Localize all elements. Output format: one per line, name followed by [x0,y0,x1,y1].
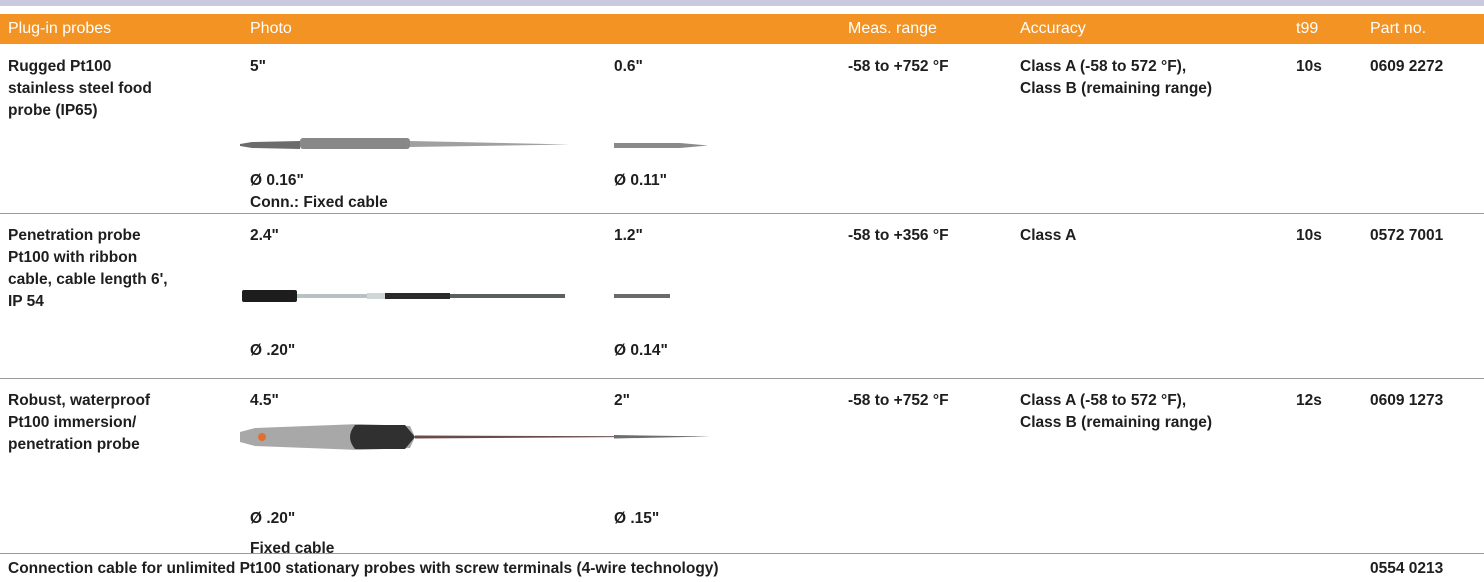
decor [0,0,1484,582]
accuracy: Class B (remaining range) [1020,412,1212,434]
meas-range: -58 to +752 °F [848,390,949,412]
footer-text: Connection cable for unlimited Pt100 sta… [8,558,719,580]
length: 2.4" [250,225,279,247]
header-cell: Plug-in probes [8,18,111,40]
header-cell: Photo [250,18,292,40]
header-cell: t99 [1296,18,1318,40]
probe-name: stainless steel food [8,78,152,100]
accuracy: Class A (-58 to 572 °F), [1020,56,1186,78]
probe-name: penetration probe [8,434,140,456]
length: 1.2" [614,225,643,247]
header-cell: Meas. range [848,18,937,40]
connection-note: Conn.: Fixed cable [250,192,388,214]
length: 5" [250,56,266,78]
header-cell: Part no. [1370,18,1426,40]
diameter: Ø .15" [614,508,659,530]
probe-name: Pt100 immersion/ [8,412,136,434]
page: Plug-in probes Photo Meas. range Accurac… [0,0,1484,582]
meas-range: -58 to +752 °F [848,56,949,78]
t99: 10s [1296,56,1322,78]
diameter: Ø 0.16" [250,170,304,192]
part-no: 0572 7001 [1370,225,1443,247]
diameter: Ø .20" [250,340,295,362]
probe-name: cable, cable length 6', [8,269,168,291]
diameter: Ø .20" [250,508,295,530]
length: 2" [614,390,630,412]
part-no: 0554 0213 [1370,558,1443,580]
probe-name: Pt100 with ribbon [8,247,137,269]
diameter: Ø 0.11" [614,170,667,192]
probe-name: probe (IP65) [8,100,98,122]
probe-name: IP 54 [8,291,44,313]
part-no: 0609 1273 [1370,390,1443,412]
accuracy: Class A (-58 to 572 °F), [1020,390,1186,412]
probe-name: Robust, waterproof [8,390,150,412]
diameter: Ø 0.14" [614,340,668,362]
length: 0.6" [614,56,643,78]
connection-note: Fixed cable [250,538,334,560]
part-no: 0609 2272 [1370,56,1443,78]
probe-name: Penetration probe [8,225,141,247]
header-cell: Accuracy [1020,18,1086,40]
t99: 12s [1296,390,1322,412]
length: 4.5" [250,390,279,412]
accuracy: Class A [1020,225,1076,247]
accuracy: Class B (remaining range) [1020,78,1212,100]
meas-range: -58 to +356 °F [848,225,949,247]
t99: 10s [1296,225,1322,247]
probe-name: Rugged Pt100 [8,56,111,78]
